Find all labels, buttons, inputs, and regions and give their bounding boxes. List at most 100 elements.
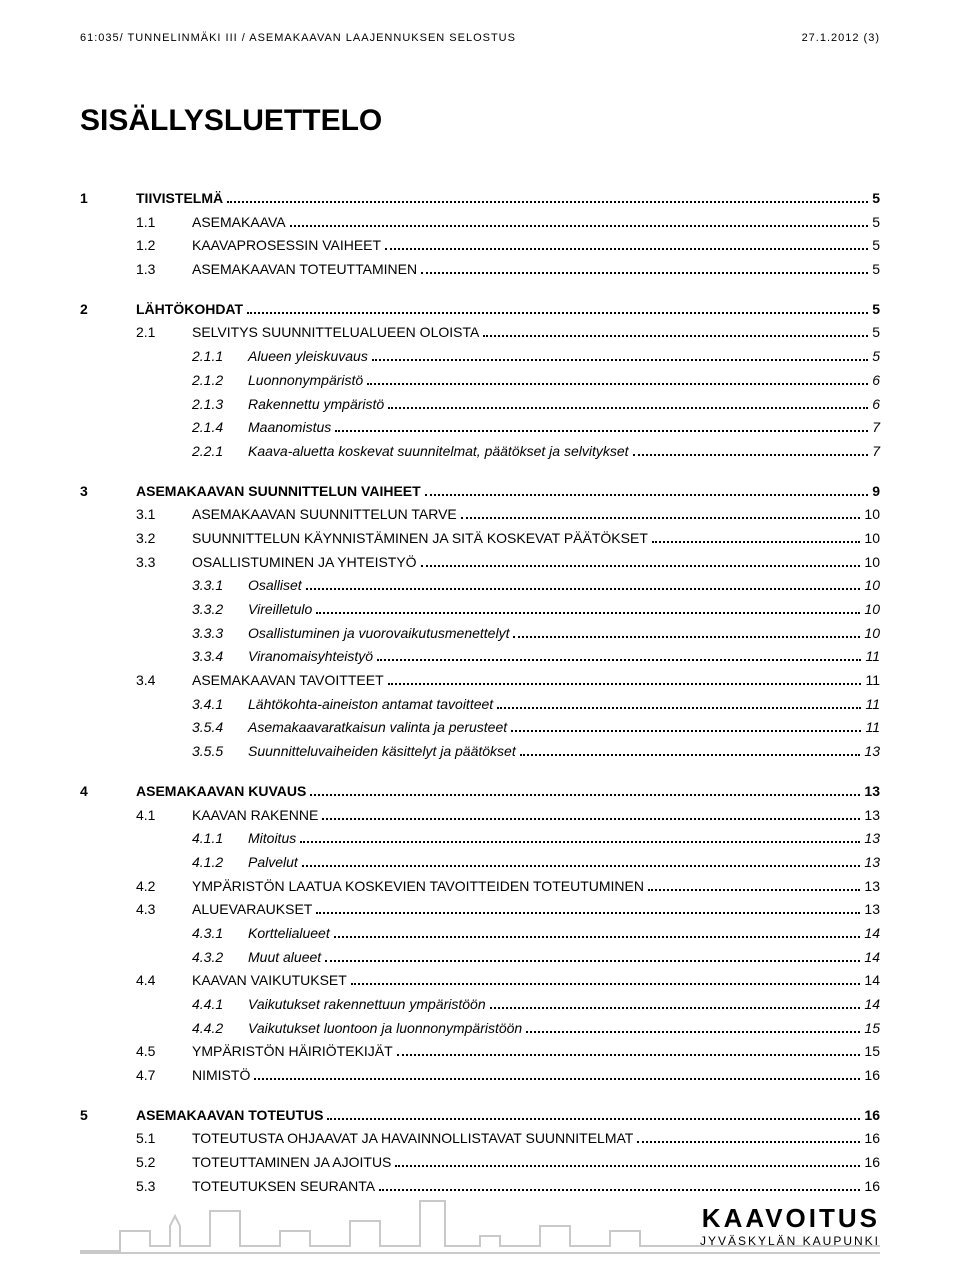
toc-leader-dots (490, 1007, 861, 1009)
toc-label: TIIVISTELMÄ (136, 188, 223, 210)
toc-leader-dots (425, 494, 869, 496)
header-right: 27.1.2012 (3) (802, 32, 880, 44)
toc-number: 5.1 (136, 1128, 192, 1150)
toc-leader-dots (388, 683, 862, 685)
toc-leader-dots (652, 541, 861, 543)
toc-entry: 5ASEMAKAAVAN TOTEUTUS16 (80, 1105, 880, 1127)
toc-leader-dots (247, 312, 868, 314)
toc-page-number: 10 (864, 552, 880, 574)
toc-page-number: 15 (864, 1018, 880, 1040)
toc-entry: 2.2.1Kaava-aluetta koskevat suunnitelmat… (192, 441, 880, 463)
toc-page-number: 13 (864, 805, 880, 827)
toc-number: 4.4 (136, 970, 192, 992)
page: 61:035/ TUNNELINMÄKI III / ASEMAKAAVAN L… (0, 0, 960, 1286)
toc-page-number: 6 (872, 394, 880, 416)
toc-label: Korttelialueet (248, 923, 330, 945)
toc-page-number: 10 (864, 599, 880, 621)
toc-page-number: 10 (864, 528, 880, 550)
toc-entry: 2.1SELVITYS SUUNNITTELUALUEEN OLOISTA5 (136, 322, 880, 344)
toc-page-number: 10 (864, 623, 880, 645)
toc-leader-dots (385, 248, 868, 250)
toc-page-number: 5 (872, 212, 880, 234)
toc-label: Kaava-aluetta koskevat suunnitelmat, pää… (248, 441, 629, 463)
toc-entry: 2.1.2Luonnonympäristö6 (192, 370, 880, 392)
toc-entry: 3.3.4Viranomaisyhteistyö11 (192, 646, 880, 668)
toc-number: 4.3.2 (192, 947, 248, 969)
toc-page-number: 15 (864, 1041, 880, 1063)
toc-label: TOTEUTTAMINEN JA AJOITUS (192, 1152, 391, 1174)
toc-leader-dots (335, 430, 868, 432)
toc-entry: 2.1.3Rakennettu ympäristö6 (192, 394, 880, 416)
toc-leader-dots (322, 818, 860, 820)
toc-leader-dots (367, 383, 868, 385)
toc-number: 3.5.4 (192, 717, 248, 739)
toc-entry: 4.3.2Muut alueet 14 (192, 947, 880, 969)
toc-page-number: 13 (864, 828, 880, 850)
toc-label: Vireilletulo (248, 599, 312, 621)
toc-page-number: 11 (865, 646, 880, 668)
toc-entry: 4.2YMPÄRISTÖN LAATUA KOSKEVIEN TAVOITTEI… (136, 876, 880, 898)
toc-label: ASEMAKAAVAN SUUNNITTELUN VAIHEET (136, 481, 421, 503)
toc-leader-dots (461, 517, 861, 519)
page-header: 61:035/ TUNNELINMÄKI III / ASEMAKAAVAN L… (80, 32, 880, 44)
toc-leader-dots (290, 225, 869, 227)
toc-label: OSALLISTUMINEN JA YHTEISTYÖ (192, 552, 417, 574)
toc-entry: 4.3ALUEVARAUKSET13 (136, 899, 880, 921)
toc-label: Suunnitteluvaiheiden käsittelyt ja päätö… (248, 741, 516, 763)
toc-entry: 4.1KAAVAN RAKENNE 13 (136, 805, 880, 827)
toc-page-number: 14 (864, 970, 880, 992)
toc-label: NIMISTÖ (192, 1065, 250, 1087)
toc-page-number: 11 (865, 670, 880, 692)
toc-entry: 3.3OSALLISTUMINEN JA YHTEISTYÖ 10 (136, 552, 880, 574)
toc-label: Muut alueet (248, 947, 321, 969)
toc-number: 3.3 (136, 552, 192, 574)
toc-label: KAAVAN RAKENNE (192, 805, 318, 827)
toc-leader-dots (520, 754, 861, 756)
toc-label: TOTEUTUSTA OHJAAVAT JA HAVAINNOLLISTAVAT… (192, 1128, 633, 1150)
toc-entry: 4.1.2Palvelut13 (192, 852, 880, 874)
toc-entry: 3ASEMAKAAVAN SUUNNITTELUN VAIHEET9 (80, 481, 880, 503)
toc-label: LÄHTÖKOHDAT (136, 299, 243, 321)
toc-number: 1.3 (136, 259, 192, 281)
toc-number: 3.3.3 (192, 623, 248, 645)
toc-leader-dots (300, 841, 860, 843)
toc-number: 4.5 (136, 1041, 192, 1063)
toc-page-number: 7 (872, 417, 880, 439)
toc-page-number: 5 (872, 235, 880, 257)
toc-number: 4.4.1 (192, 994, 248, 1016)
toc-label: Osallistuminen ja vuorovaikutusmenettely… (248, 623, 509, 645)
toc-page-number: 9 (872, 481, 880, 503)
toc-page-number: 16 (864, 1065, 880, 1087)
toc-number: 1 (80, 188, 136, 210)
toc-page-number: 5 (872, 346, 880, 368)
toc-leader-dots (254, 1078, 860, 1080)
toc-leader-dots (372, 359, 868, 361)
toc-number: 2 (80, 299, 136, 321)
toc-page-number: 13 (864, 899, 880, 921)
toc-entry: 4ASEMAKAAVAN KUVAUS13 (80, 781, 880, 803)
toc-leader-dots (395, 1165, 860, 1167)
toc-entry: 4.3.1Korttelialueet14 (192, 923, 880, 945)
toc-leader-dots (526, 1031, 860, 1033)
toc-label: ASEMAKAAVAN TOTEUTTAMINEN (192, 259, 417, 281)
toc-label: Palvelut (248, 852, 298, 874)
toc-page-number: 7 (872, 441, 880, 463)
toc-entry: 4.1.1Mitoitus13 (192, 828, 880, 850)
toc-number: 4.1 (136, 805, 192, 827)
toc-leader-dots (227, 201, 868, 203)
toc-page-number: 10 (864, 575, 880, 597)
toc-number: 1.2 (136, 235, 192, 257)
toc-label: Asemakaavaratkaisun valinta ja perusteet (248, 717, 507, 739)
toc-entry: 1.2KAAVAPROSESSIN VAIHEET5 (136, 235, 880, 257)
toc-label: Luonnonympäristö (248, 370, 363, 392)
toc-page-number: 14 (864, 923, 880, 945)
toc-leader-dots (388, 407, 868, 409)
toc-number: 3.3.2 (192, 599, 248, 621)
toc-number: 3.4.1 (192, 694, 248, 716)
toc-number: 2.1.4 (192, 417, 248, 439)
toc-page-number: 14 (864, 947, 880, 969)
toc-number: 4.7 (136, 1065, 192, 1087)
footer-subtitle: JYVÄSKYLÄN KAUPUNKI (700, 1234, 880, 1248)
toc-page-number: 13 (864, 741, 880, 763)
toc-entry: 3.3.1Osalliset10 (192, 575, 880, 597)
